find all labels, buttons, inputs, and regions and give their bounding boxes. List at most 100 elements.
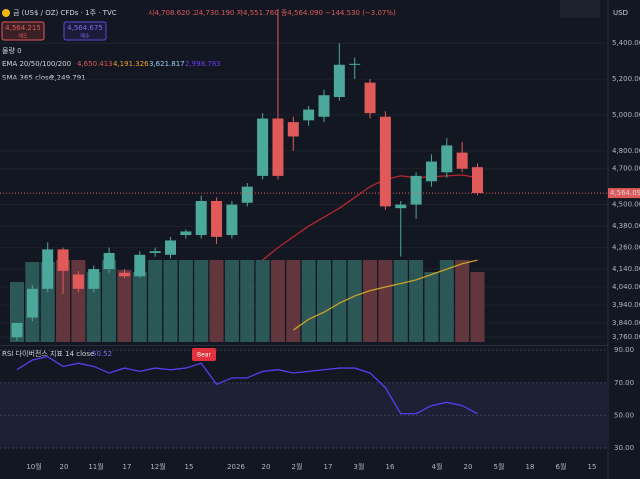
x-tick-label: 2026 [227, 463, 245, 471]
candle-body [103, 252, 115, 270]
volume-bar [332, 260, 347, 342]
sma-value: 2,249.791 [50, 74, 86, 82]
volume-bar [194, 260, 209, 342]
candle-body [195, 200, 207, 236]
x-tick-label: 18 [526, 463, 535, 471]
y-tick-label: 5,200.00 [612, 75, 640, 83]
candle-body [149, 251, 161, 253]
x-tick-label: 4월 [432, 462, 443, 471]
last-price: 4,564.09 [610, 189, 640, 197]
pane-divider [0, 345, 608, 346]
x-tick-label: 20 [60, 463, 69, 471]
volume-bar [378, 260, 393, 342]
y-tick-label: 4,500.00 [612, 201, 640, 209]
y-tick-label: 4,700.00 [612, 165, 640, 173]
y-tick-label: 4,260.00 [612, 244, 640, 252]
candle-body [318, 95, 330, 117]
bear-label: Bear [197, 352, 211, 359]
y-tick-label: 3,760.00 [612, 333, 640, 341]
y-tick-label: 4,140.00 [612, 265, 640, 273]
ema-value: 3,621.817 [149, 60, 185, 68]
volume-bar [424, 272, 439, 342]
volume-bar [163, 260, 178, 342]
candle-body [272, 118, 284, 176]
volume-bar [240, 260, 255, 342]
x-tick-label: 6월 [556, 462, 567, 471]
x-tick-label: 3월 [354, 462, 365, 471]
sell-price: 4,564.215 [5, 24, 41, 32]
toolbar[interactable] [560, 0, 600, 18]
sma-line [292, 259, 478, 331]
x-tick-label: 10월 [26, 462, 41, 471]
ema-value: 2,998.783 [185, 60, 221, 68]
rsi-value: 50.52 [92, 350, 112, 358]
candle-body [11, 322, 23, 338]
candle-body [287, 122, 299, 137]
volume-bar [224, 260, 239, 342]
candle-body [349, 63, 361, 65]
x-tick-label: 11월 [88, 462, 103, 471]
candle-body [57, 249, 69, 271]
x-tick-label: 2월 [292, 462, 303, 471]
x-tick-label: 17 [324, 463, 333, 471]
y-tick-label: 50.00 [614, 411, 634, 419]
candle-body [379, 116, 391, 207]
symbol-icon [2, 9, 10, 17]
sell-button[interactable] [1, 21, 45, 41]
candle-body [410, 175, 422, 205]
volume-bar [209, 260, 224, 342]
ema-value: 4,650.413 [77, 60, 113, 68]
buy-button[interactable] [63, 21, 107, 41]
candle-body [257, 118, 269, 176]
ema-line [262, 174, 478, 261]
volume-bar [439, 260, 454, 342]
symbol-title: 금 (US$ / OZ) CFDs · 1주 · TVC [13, 9, 117, 17]
sma-label: SMA 365 close [2, 74, 53, 82]
y-tick-label: 5,000.00 [612, 111, 640, 119]
volume-bar [317, 260, 331, 342]
candle-body [395, 204, 407, 209]
x-tick-label: 16 [386, 463, 395, 471]
candle-body [425, 161, 437, 182]
candle-body [72, 274, 84, 289]
y-tick-label: 5,400.00 [612, 39, 640, 47]
y-tick-label: 4,380.00 [612, 222, 640, 230]
candle-body [441, 145, 453, 173]
rsi-line [16, 355, 478, 415]
last-price-tag [608, 188, 640, 199]
currency: USD [613, 9, 628, 17]
y-tick-label: 4,800.00 [612, 147, 640, 155]
y-tick-label: 90.00 [614, 346, 634, 354]
candle-body [42, 249, 54, 289]
volume-bar [56, 260, 71, 342]
candle-body [364, 82, 376, 114]
volume-bar [132, 272, 147, 342]
candle-body [118, 272, 130, 277]
y-tick-label: 70.00 [614, 379, 634, 387]
volume-bar [363, 260, 378, 342]
x-tick-label: 20 [464, 463, 473, 471]
candle-body [134, 254, 146, 277]
sell-label: 매도 [18, 33, 28, 40]
x-tick-label: 20 [262, 463, 271, 471]
candle-body [303, 109, 315, 121]
volume-bar [409, 260, 424, 342]
candle-body [165, 240, 176, 255]
y-tick-label: 4,040.00 [612, 283, 640, 291]
y-tick-label: 30.00 [614, 444, 634, 452]
volume-bar [178, 260, 193, 342]
buy-label: 매수 [80, 33, 90, 40]
candle-body [241, 186, 253, 203]
x-tick-label: 15 [185, 463, 194, 471]
volume-bar [393, 260, 408, 342]
volume-bar [255, 260, 270, 342]
volume-bar [86, 272, 101, 342]
bear-tag [192, 348, 216, 361]
rsi-title: RSI 다이버전스 지표 14 close [2, 349, 94, 358]
volume-bar [301, 260, 316, 342]
y-tick-label: 3,840.00 [612, 319, 640, 327]
volume-bar [148, 260, 163, 342]
candle-body [456, 152, 468, 169]
volume-bar [117, 270, 132, 342]
